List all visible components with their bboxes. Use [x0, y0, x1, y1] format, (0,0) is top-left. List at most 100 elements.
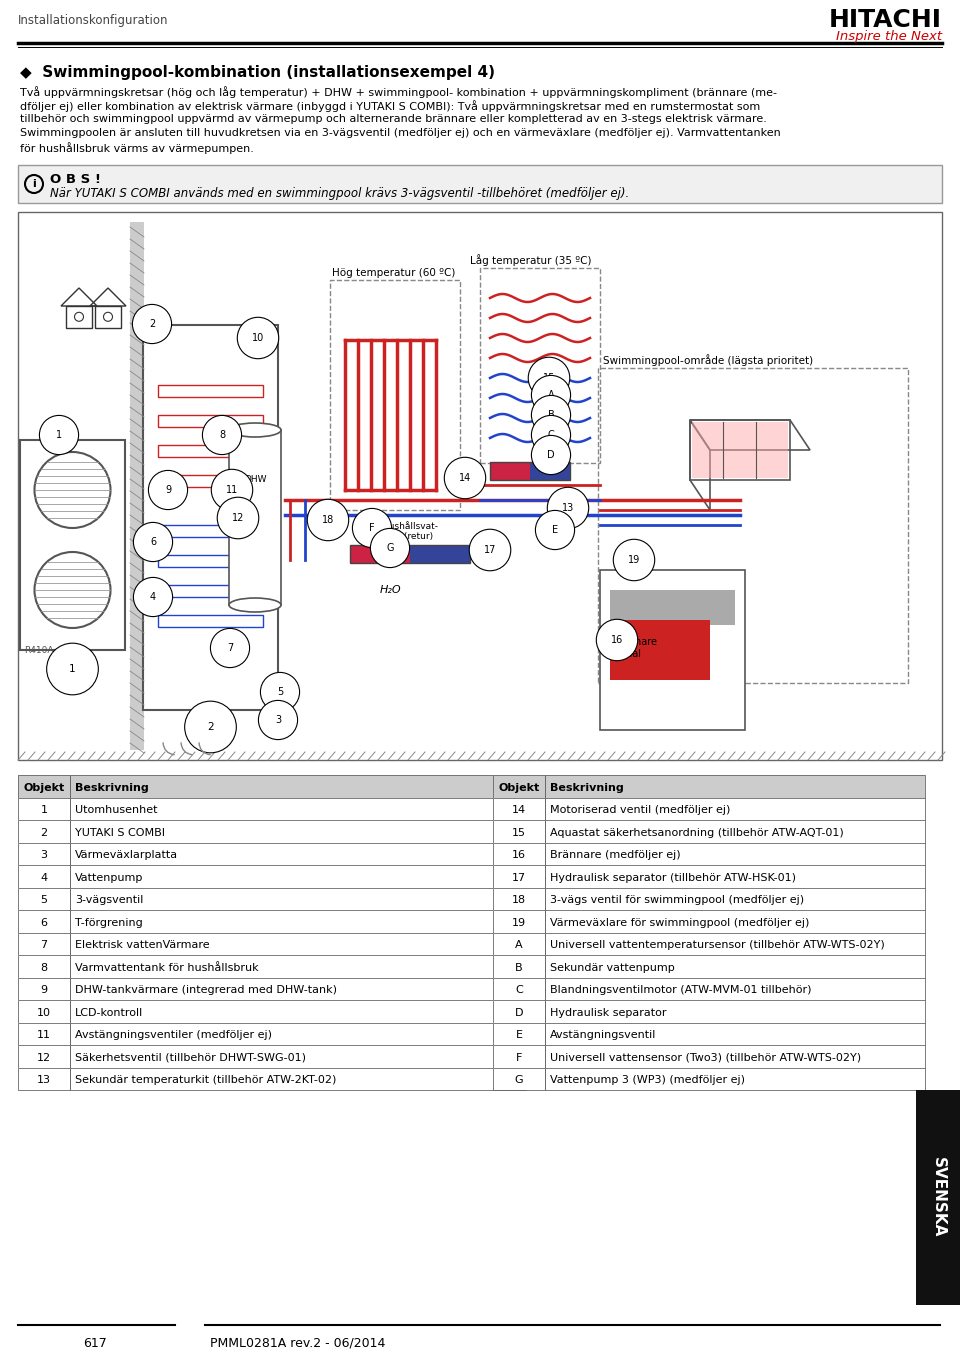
Text: 1: 1 — [40, 805, 47, 816]
Bar — [545, 843, 925, 865]
Bar — [493, 1045, 925, 1068]
Bar — [18, 932, 526, 955]
Text: för hushållsbruk värms av värmepumpen.: för hushållsbruk värms av värmepumpen. — [20, 142, 253, 154]
Bar — [493, 932, 925, 955]
Bar — [18, 865, 526, 888]
Bar — [545, 820, 925, 843]
Bar — [493, 932, 545, 955]
Bar — [18, 888, 70, 911]
Bar — [545, 797, 925, 820]
Text: SVENSKA: SVENSKA — [930, 1157, 946, 1238]
Text: C: C — [516, 985, 523, 996]
Bar — [143, 325, 278, 710]
Bar — [493, 797, 545, 820]
Bar — [545, 1023, 925, 1045]
Text: Beskrivning: Beskrivning — [550, 783, 624, 793]
Text: Brännare (medföljer ej): Brännare (medföljer ej) — [550, 850, 681, 861]
Text: LCD-kontroll: LCD-kontroll — [75, 1008, 143, 1017]
Bar — [493, 820, 545, 843]
Bar — [18, 977, 70, 1000]
Bar — [493, 1000, 925, 1023]
Text: Brännare
signal: Brännare signal — [612, 637, 657, 659]
Text: Varmvattentank för hushållsbruk: Varmvattentank för hushållsbruk — [75, 963, 258, 973]
Text: DHW-tankvärmare (integrerad med DHW-tank): DHW-tankvärmare (integrerad med DHW-tank… — [75, 985, 337, 996]
Text: 3: 3 — [275, 714, 281, 725]
Text: Hydraulisk separator (tillbehör ATW-HSK-01): Hydraulisk separator (tillbehör ATW-HSK-… — [550, 873, 796, 882]
Bar — [545, 955, 925, 977]
Bar — [70, 955, 526, 977]
Bar — [545, 977, 925, 1000]
Text: Swimmingpoolen är ansluten till huvudkretsen via en 3-vägsventil (medföljer ej) : Swimmingpoolen är ansluten till huvudkre… — [20, 129, 780, 138]
Text: G: G — [386, 543, 394, 553]
Bar — [229, 430, 281, 605]
Text: 14: 14 — [512, 805, 526, 816]
Text: 11: 11 — [226, 484, 238, 495]
Bar — [18, 911, 526, 932]
Bar — [493, 1000, 545, 1023]
Text: 8: 8 — [219, 430, 225, 440]
Bar — [70, 820, 526, 843]
Text: 6: 6 — [150, 537, 156, 547]
Bar — [18, 1068, 70, 1091]
Text: R410A: R410A — [24, 645, 54, 655]
Bar — [545, 888, 925, 911]
Text: Vattenpump 3 (WP3) (medföljer ej): Vattenpump 3 (WP3) (medföljer ej) — [550, 1076, 745, 1085]
Bar — [493, 820, 925, 843]
Bar — [410, 545, 470, 563]
Bar — [158, 616, 263, 626]
Text: E: E — [552, 525, 558, 534]
Text: Elektrisk vattenVärmare: Elektrisk vattenVärmare — [75, 940, 209, 950]
Bar — [490, 461, 530, 480]
Text: H₂O: H₂O — [380, 584, 401, 595]
Text: D: D — [515, 1008, 523, 1017]
Text: 19: 19 — [628, 555, 640, 566]
Text: 7: 7 — [227, 643, 233, 653]
Bar — [70, 797, 526, 820]
Text: Hushållsvat-
ten (retur): Hushållsvat- ten (retur) — [382, 522, 438, 541]
Bar — [18, 1045, 526, 1068]
Bar — [330, 280, 460, 510]
Bar — [70, 1023, 526, 1045]
Bar — [493, 797, 925, 820]
Bar — [493, 911, 545, 932]
Bar — [18, 865, 70, 888]
Bar — [20, 440, 125, 649]
Text: D: D — [547, 451, 555, 460]
Text: B: B — [547, 410, 554, 419]
Bar — [18, 212, 942, 760]
Text: G: G — [515, 1076, 523, 1085]
Bar — [158, 475, 263, 487]
Bar — [493, 911, 925, 932]
Bar — [18, 1000, 526, 1023]
Bar — [70, 775, 526, 797]
Bar — [493, 977, 545, 1000]
Bar — [158, 386, 263, 396]
Bar — [493, 1023, 925, 1045]
Text: 9: 9 — [40, 985, 48, 996]
Text: 10: 10 — [37, 1008, 51, 1017]
Bar — [493, 888, 545, 911]
Text: 7: 7 — [40, 940, 48, 950]
Text: 5: 5 — [40, 896, 47, 905]
Text: dföljer ej) eller kombination av elektrisk värmare (inbyggd i YUTAKI S COMBI): T: dföljer ej) eller kombination av elektri… — [20, 100, 760, 112]
Text: 1: 1 — [56, 430, 62, 440]
Bar — [70, 911, 526, 932]
Text: 617: 617 — [84, 1337, 107, 1350]
Text: E: E — [516, 1030, 522, 1040]
Bar — [545, 1045, 925, 1068]
Text: Låg temperatur (35 ºC): Låg temperatur (35 ºC) — [470, 254, 591, 267]
Bar — [600, 570, 745, 731]
Text: 12: 12 — [36, 1053, 51, 1062]
Text: O B S !: O B S ! — [50, 173, 101, 185]
Bar — [610, 620, 710, 681]
Bar — [545, 911, 925, 932]
Text: 10: 10 — [252, 333, 264, 344]
Text: tillbehör och swimmingpool uppvärmd av värmepump och alternerande brännare eller: tillbehör och swimmingpool uppvärmd av v… — [20, 114, 767, 124]
Text: Blandningsventilmotor (ATW-MVM-01 tillbehör): Blandningsventilmotor (ATW-MVM-01 tillbe… — [550, 985, 811, 996]
Bar — [158, 555, 263, 567]
Text: 4: 4 — [40, 873, 48, 882]
Ellipse shape — [229, 423, 281, 437]
Text: Aquastat säkerhetsanordning (tillbehör ATW-AQT-01): Aquastat säkerhetsanordning (tillbehör A… — [550, 828, 844, 838]
Bar — [493, 1045, 545, 1068]
Text: Avstängningsventiler (medföljer ej): Avstängningsventiler (medföljer ej) — [75, 1030, 272, 1040]
